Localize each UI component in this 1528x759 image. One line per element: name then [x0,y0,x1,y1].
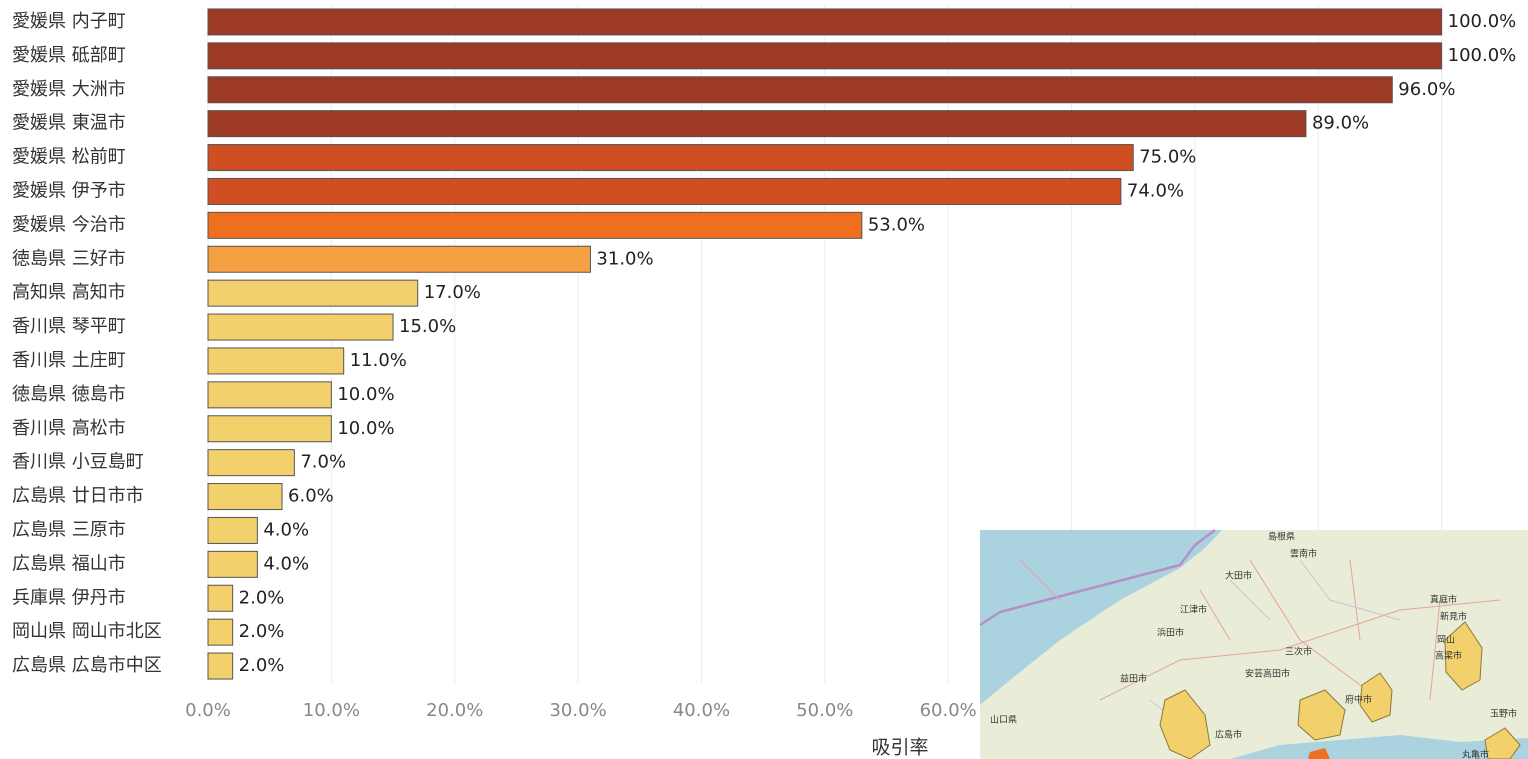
bar [208,382,331,408]
y-tick-label: 香川県 琴平町 [12,316,126,337]
y-tick-label: 広島県 廿日市市 [12,486,144,507]
y-tick-label: 愛媛県 今治市 [12,214,126,235]
value-label: 75.0% [1139,147,1196,168]
y-tick-label: 高知県 高知市 [12,282,126,303]
value-label: 10.0% [337,384,394,405]
bar [208,246,590,272]
x-tick-label: 40.0% [673,700,730,721]
x-tick-label: 30.0% [549,700,606,721]
y-tick-label: 徳島県 徳島市 [12,384,126,405]
map-label: 山口県 [990,715,1017,726]
value-label: 31.0% [596,248,653,269]
value-label: 96.0% [1398,79,1455,100]
bar [208,619,233,645]
bar [208,585,233,611]
x-tick-label: 50.0% [796,700,853,721]
y-tick-label: 岡山県 岡山市北区 [12,621,162,642]
x-tick-label: 10.0% [303,700,360,721]
y-tick-label: 愛媛県 内子町 [12,11,126,32]
bar [208,212,862,238]
bar [208,416,331,442]
map-label: 島根県 [1268,531,1295,543]
bar [208,77,1392,103]
y-tick-label: 香川県 土庄町 [12,350,126,371]
bar [208,348,344,374]
x-tick-label: 0.0% [185,700,231,721]
x-tick-label: 60.0% [920,700,977,721]
value-label: 11.0% [350,350,407,371]
bar [208,450,294,476]
map-label: 安芸高田市 [1245,668,1290,680]
y-tick-label: 愛媛県 大洲市 [12,79,126,100]
bar [208,9,1442,35]
value-label: 2.0% [239,621,285,642]
y-tick-label: 広島県 福山市 [12,553,126,574]
y-tick-label: 広島県 広島市中区 [12,655,162,676]
value-label: 15.0% [399,316,456,337]
bar [208,314,393,340]
map-label: 岡山 [1437,635,1455,646]
bar [208,280,418,306]
map-label: 真庭市 [1430,594,1457,606]
value-label: 53.0% [868,214,925,235]
map-label: 雲南市 [1290,548,1317,560]
value-label: 74.0% [1127,180,1184,201]
value-label: 10.0% [337,418,394,439]
bar [208,43,1442,69]
value-label: 4.0% [263,519,309,540]
y-tick-label: 兵庫県 伊丹市 [12,587,126,608]
value-label: 89.0% [1312,113,1369,134]
y-tick-label: 広島県 三原市 [12,519,126,540]
value-label: 7.0% [300,452,346,473]
value-label: 6.0% [288,486,334,507]
chart: 愛媛県 内子町 100.0% 愛媛県 砥部町 100.0% 愛媛県 大洲市 96.0% 愛媛… [0,0,1528,759]
map-label: 新見市 [1440,611,1467,623]
value-label: 2.0% [239,655,285,676]
map-label: 益田市 [1120,673,1147,685]
value-label: 4.0% [263,553,309,574]
value-label: 2.0% [239,587,285,608]
map-label: 府中市 [1345,694,1372,706]
map-label: 三次市 [1285,646,1312,658]
bar [208,551,257,577]
map-label: 高梁市 [1435,650,1462,662]
map-label: 広島市 [1215,729,1242,741]
y-tick-label: 香川県 高松市 [12,418,126,439]
bar [208,517,257,543]
value-label: 100.0% [1448,11,1517,32]
map-label: 大田市 [1225,570,1252,582]
y-tick-label: 愛媛県 東温市 [12,113,126,134]
x-tick-label: 20.0% [426,700,483,721]
map-label: 江津市 [1180,604,1207,616]
bar [208,111,1306,137]
map-label: 丸亀市 [1462,749,1489,759]
bar [208,178,1121,204]
y-tick-label: 愛媛県 伊予市 [12,180,126,201]
y-tick-label: 徳島県 三好市 [12,248,126,269]
bar [208,484,282,510]
y-tick-label: 香川県 小豆島町 [12,452,144,473]
y-tick-label: 愛媛県 砥部町 [12,45,126,66]
y-tick-label: 愛媛県 松前町 [12,147,126,168]
value-label: 17.0% [424,282,481,303]
value-label: 100.0% [1448,45,1517,66]
bar [208,653,233,679]
x-axis-title: 吸引率 [871,737,928,759]
map-label: 玉野市 [1490,708,1517,720]
map-label: 浜田市 [1157,627,1184,639]
bar [208,145,1133,171]
